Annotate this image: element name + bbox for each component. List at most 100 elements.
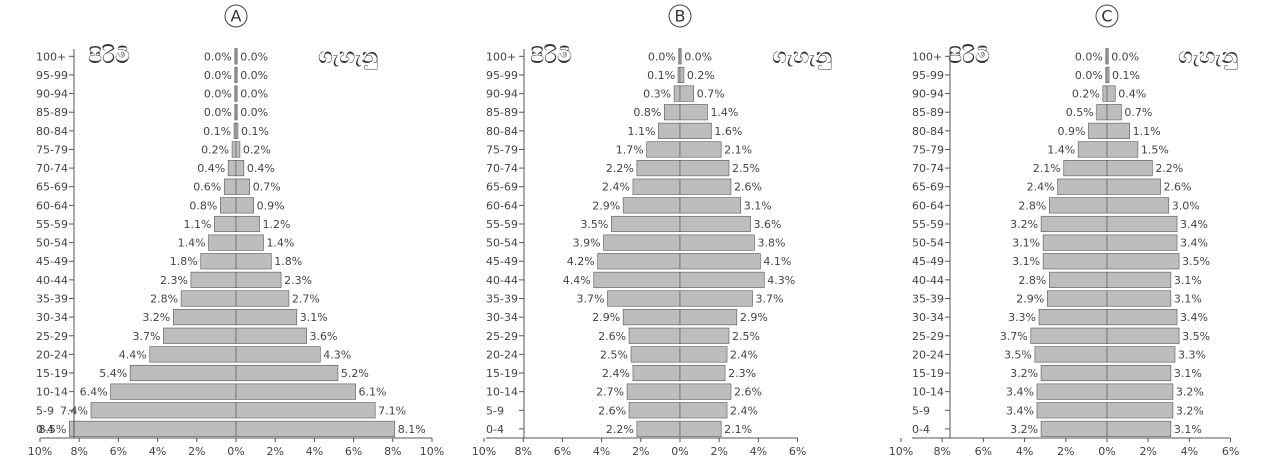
x-tick-label: 10% bbox=[28, 445, 52, 458]
female-value-label: 2.1% bbox=[724, 143, 752, 156]
female-value-label: 2.7% bbox=[292, 293, 320, 306]
x-tick-label: 6% bbox=[789, 445, 806, 458]
age-tick-label: 90-94 bbox=[486, 88, 518, 101]
pyramid-panel-b: B පිරිමි ගැහැනු 0-4 2.2% 2.1% 5-9 2.6% 2.4% 10-14… bbox=[472, 4, 832, 458]
male-bar bbox=[593, 271, 681, 288]
age-tick-label: 100+ bbox=[36, 50, 66, 63]
female-value-label: 1.4% bbox=[266, 237, 294, 250]
female-bar bbox=[679, 346, 728, 363]
panel-letter: B bbox=[675, 7, 686, 26]
female-bar bbox=[679, 48, 682, 65]
female-value-label: 3.2% bbox=[1176, 404, 1204, 417]
x-tick-label: 6% bbox=[975, 445, 992, 458]
x-tick-label: 4% bbox=[1016, 445, 1033, 458]
female-label: ගැහැනු bbox=[318, 44, 378, 70]
female-bar bbox=[235, 309, 298, 326]
male-bar bbox=[1077, 141, 1108, 158]
male-bar bbox=[1038, 309, 1108, 326]
female-value-label: 3.2% bbox=[1176, 386, 1204, 399]
female-bar bbox=[235, 364, 339, 382]
male-bar bbox=[1049, 197, 1108, 214]
age-tick-label: 45-49 bbox=[912, 255, 944, 268]
female-bar bbox=[679, 364, 726, 382]
age-tick-label: 95-99 bbox=[912, 69, 944, 82]
female-value-label: 3.5% bbox=[1182, 330, 1210, 343]
female-bar bbox=[235, 402, 376, 419]
age-tick-label: 0-4 bbox=[912, 423, 930, 436]
male-value-label: 4.4% bbox=[563, 274, 591, 287]
pyramid-panel-c: C පිරිමි ගැහැනු 0-4 3.2% 3.1% 5-9 3.4% 3.2% 10-14… bbox=[889, 4, 1239, 458]
pyramid-panel-a: Aපිරිමි ගැහැනු0-48.5% 8.1%5-9 7.4% 7.1%10-14… bbox=[28, 4, 444, 458]
male-value-label: 3.1% bbox=[1012, 255, 1040, 268]
female-value-label: 0.0% bbox=[684, 50, 712, 63]
male-value-label: 3.4% bbox=[1006, 386, 1034, 399]
male-bar bbox=[646, 141, 681, 158]
female-bar bbox=[235, 215, 260, 233]
age-tick-label: 5-9 bbox=[36, 404, 54, 417]
female-value-label: 3.5% bbox=[1182, 255, 1210, 268]
female-value-label: 0.0% bbox=[240, 50, 268, 63]
male-bar bbox=[69, 420, 237, 437]
x-tick-label: 2% bbox=[1057, 445, 1074, 458]
female-value-label: 1.5% bbox=[1141, 143, 1169, 156]
age-tick-label: 85-89 bbox=[912, 106, 944, 119]
x-tick-label: 2% bbox=[1139, 445, 1156, 458]
male-value-label: 2.7% bbox=[596, 386, 624, 399]
female-label: ගැහැනු bbox=[772, 44, 832, 70]
female-bar bbox=[1106, 48, 1109, 65]
male-bar bbox=[1040, 215, 1108, 233]
age-tick-label: 55-59 bbox=[912, 218, 944, 231]
male-value-label: 0.0% bbox=[648, 50, 676, 63]
female-value-label: 3.6% bbox=[754, 218, 782, 231]
male-value-label: 1.1% bbox=[183, 218, 211, 231]
female-value-label: 0.0% bbox=[240, 88, 268, 101]
x-tick-label: 4% bbox=[1181, 445, 1198, 458]
age-tick-label: 35-39 bbox=[486, 293, 518, 306]
age-tick-label: 65-69 bbox=[36, 181, 68, 194]
male-bar bbox=[1040, 364, 1108, 382]
x-tick-label: 2% bbox=[710, 445, 727, 458]
age-tick-label: 30-34 bbox=[486, 311, 518, 324]
female-value-label: 2.4% bbox=[730, 404, 758, 417]
male-bar bbox=[1036, 402, 1108, 419]
male-bar bbox=[632, 364, 681, 382]
female-bar bbox=[679, 66, 685, 83]
age-tick-label: 30-34 bbox=[36, 311, 68, 324]
age-tick-label: 25-29 bbox=[486, 330, 518, 343]
female-value-label: 4.1% bbox=[763, 255, 791, 268]
female-bar bbox=[235, 383, 356, 400]
male-bar bbox=[1096, 104, 1108, 121]
female-bar bbox=[1106, 178, 1161, 195]
female-value-label: 1.1% bbox=[1133, 125, 1161, 138]
female-value-label: 3.0% bbox=[1172, 199, 1200, 212]
female-value-label: 3.3% bbox=[1178, 348, 1206, 361]
female-value-label: 3.1% bbox=[1174, 293, 1202, 306]
female-bar bbox=[679, 234, 755, 251]
age-tick-label: 80-84 bbox=[912, 125, 944, 138]
male-bar bbox=[1049, 271, 1108, 288]
male-value-label: 2.8% bbox=[1018, 199, 1046, 212]
male-value-label: 0.2% bbox=[1072, 88, 1100, 101]
age-tick-label: 20-24 bbox=[486, 348, 518, 361]
male-value-label: 3.2% bbox=[142, 311, 170, 324]
age-tick-label: 45-49 bbox=[486, 255, 518, 268]
male-bar bbox=[636, 160, 681, 177]
x-tick-label: 6% bbox=[1222, 445, 1239, 458]
male-value-label: 3.4% bbox=[1006, 404, 1034, 417]
female-value-label: 4.3% bbox=[767, 274, 795, 287]
age-tick-label: 60-64 bbox=[36, 199, 68, 212]
male-value-label: 3.7% bbox=[133, 330, 161, 343]
male-value-label: 0.2% bbox=[201, 143, 229, 156]
male-bar bbox=[1046, 290, 1108, 307]
male-bar bbox=[622, 309, 681, 326]
x-tick-label: 10% bbox=[420, 445, 444, 458]
male-bar bbox=[632, 178, 681, 195]
female-bar bbox=[679, 402, 728, 419]
female-bar bbox=[679, 104, 708, 121]
male-value-label: 2.8% bbox=[150, 293, 178, 306]
male-bar bbox=[227, 160, 237, 177]
male-value-label: 3.2% bbox=[1010, 218, 1038, 231]
age-tick-label: 85-89 bbox=[486, 106, 518, 119]
male-bar bbox=[180, 290, 237, 307]
male-bar bbox=[129, 364, 237, 382]
